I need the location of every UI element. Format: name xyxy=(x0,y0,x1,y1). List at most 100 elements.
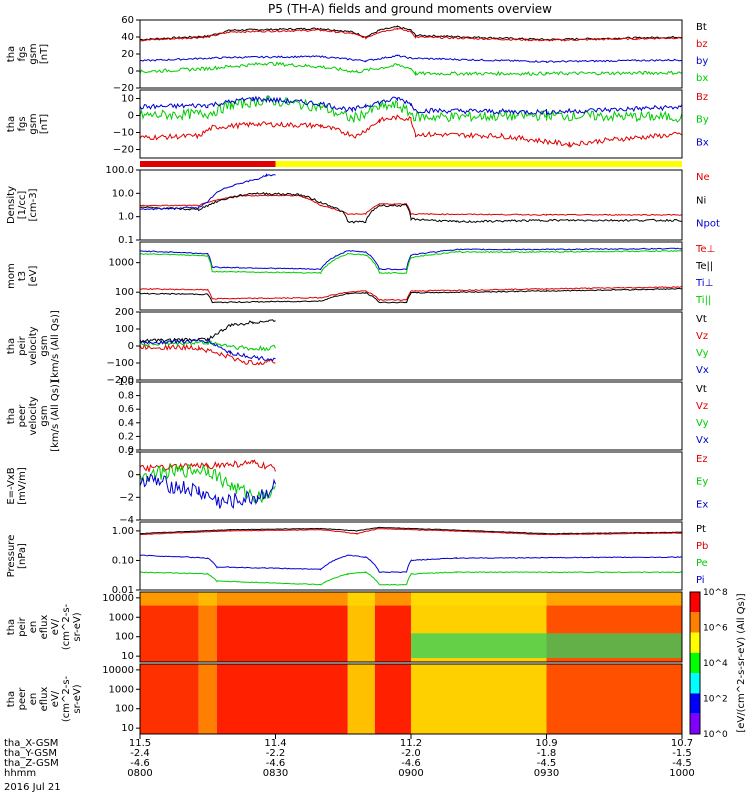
colorbar-tick-label: 10^4 xyxy=(703,659,728,669)
y-axis-label: velocity xyxy=(28,326,39,365)
heatmap-band xyxy=(216,664,348,734)
y-axis-label: [km/s (All Qs)] xyxy=(50,310,61,382)
y-axis-label: sr-eV) xyxy=(72,684,83,713)
panel-peer_velocity: 0.0 0.2 0.4 0.6 0.8 1.0 Vt Vz Vy Vx tha peer velocit… xyxy=(6,377,709,456)
y-axis-label: Density xyxy=(6,186,17,224)
legend-entry: Npot xyxy=(696,219,720,230)
series-line-bz xyxy=(139,27,683,42)
panel-peir_en_eflux: 10 100 1000 10000 tha peir en eflux eV/(cm^2-s-s… xyxy=(6,591,683,663)
status-bar xyxy=(140,161,682,167)
heatmap-band xyxy=(374,664,411,734)
legend-entry: Bz xyxy=(696,92,708,103)
x-tick-label: -4.6 xyxy=(266,758,286,769)
legend-entry: Vt xyxy=(696,384,707,395)
status-segment xyxy=(275,161,682,167)
legend-entry: Ey xyxy=(696,477,708,488)
colorbar-segment xyxy=(690,592,700,613)
y-axis-label: tha xyxy=(6,408,17,424)
y-tick-label: 100.0 xyxy=(105,165,134,176)
y-tick-label: 100 xyxy=(115,324,134,335)
y-axis-label: fgs xyxy=(17,46,28,61)
legend-entry: bz xyxy=(696,39,708,50)
x-row-label: hhmm xyxy=(4,768,36,779)
y-axis-label: [nT] xyxy=(39,44,50,64)
legend-entry: Bx xyxy=(696,137,709,148)
y-axis-label: E=-VxB xyxy=(6,467,17,504)
y-axis-label: eflux xyxy=(39,687,50,712)
y-tick-label: 1.0 xyxy=(118,377,134,388)
y-tick-label: 0.1 xyxy=(118,235,134,246)
x-tick-label: -4.6 xyxy=(130,758,150,769)
y-tick-label: 0.8 xyxy=(118,391,134,402)
series-line-Pt xyxy=(139,526,683,535)
y-tick-label: 0 xyxy=(128,66,134,77)
y-tick-label: 20 xyxy=(121,49,134,60)
legend-entry: Vz xyxy=(696,401,708,412)
y-tick-label: 100 xyxy=(115,287,134,298)
legend-entry: by xyxy=(696,56,708,67)
y-tick-label: 1.0 xyxy=(118,212,134,223)
heatmap-band xyxy=(198,592,217,662)
y-axis-label: eV/ xyxy=(50,618,61,635)
y-tick-label: 40 xyxy=(121,32,134,43)
y-axis-label: mom xyxy=(6,263,17,289)
y-axis-label: peer xyxy=(17,404,28,428)
x-tick-label: -2.4 xyxy=(130,748,150,759)
y-tick-label: 0 xyxy=(128,470,134,481)
panel-frame xyxy=(139,89,683,159)
heatmap-low-energy-band xyxy=(411,633,682,659)
series-line-Vz xyxy=(139,342,276,366)
series-line-bx xyxy=(139,61,683,77)
heatmap-band xyxy=(140,664,199,734)
x-tick-label: -4.5 xyxy=(537,758,557,769)
colorbar-tick-label: 10^6 xyxy=(703,624,728,634)
y-axis-label: [1/cc] xyxy=(17,191,28,220)
y-tick-label: −200 xyxy=(107,375,134,386)
x-tick-label: -4.5 xyxy=(672,758,692,769)
series-line-Ey xyxy=(139,464,276,504)
y-axis-label: [nPa] xyxy=(17,543,28,569)
panel-frame xyxy=(139,521,683,591)
heatmap-band xyxy=(411,664,547,734)
y-axis-label: t3 xyxy=(17,271,28,281)
legend-entry: Ti|| xyxy=(695,295,711,306)
x-tick-label: -1.8 xyxy=(537,748,557,759)
colorbar-tick-label: 10^8 xyxy=(703,588,728,598)
colorbar-segment xyxy=(690,693,700,714)
y-axis-label: peer xyxy=(17,687,28,711)
colorbar: 10^0 10^2 10^4 10^6 10^8 [eV/(cm^2-s-sr-eV) (… xyxy=(689,588,747,740)
y-axis-label: (cm^2-s- xyxy=(61,603,72,650)
heatmap-band xyxy=(347,664,375,734)
x-tick-label: -1.5 xyxy=(672,748,692,759)
x-axis: tha_X-GSM 11.5 11.4 11.2 10.9 10.7 tha_Y-GSM -2… xyxy=(4,734,695,779)
x-tick-label: 0900 xyxy=(398,768,423,779)
legend-entry: Bt xyxy=(696,22,707,33)
y-tick-label: 100 xyxy=(115,632,134,643)
y-axis-label: sr-eV) xyxy=(72,612,83,641)
y-tick-label: 0.6 xyxy=(118,404,134,415)
panel-frame xyxy=(139,591,683,663)
colorbar-segment xyxy=(690,652,700,674)
legend-entry: Ne xyxy=(696,172,710,183)
panel-frame xyxy=(139,451,683,521)
legend-entry: Vz xyxy=(696,331,708,342)
date-label: 2016 Jul 21 xyxy=(4,782,61,793)
panel-frame xyxy=(139,241,683,311)
panel-density: 0.1 1.0 10.0 100.0 Ne Ni Npot Density [1/cc] [cm-… xyxy=(6,165,720,246)
y-axis-label: [km/s (All Qs)] xyxy=(50,380,61,452)
x-tick-label: 11.5 xyxy=(129,738,151,749)
series-line-Te|| xyxy=(139,288,682,304)
series-line-Ti⊥ xyxy=(139,247,683,271)
colorbar-tick-label: 10^0 xyxy=(703,730,728,740)
x-row-label: tha_Z-GSM xyxy=(4,758,59,769)
y-axis-label: gsm xyxy=(39,335,50,356)
x-tick-label: 0800 xyxy=(127,768,152,779)
x-tick-label: -2.2 xyxy=(266,748,286,759)
series-line-Ni xyxy=(139,192,683,224)
y-tick-label: 1000 xyxy=(109,612,134,623)
y-tick-label: 0.01 xyxy=(112,585,134,596)
legend-entry: Vt xyxy=(696,314,707,325)
series-line-Vx xyxy=(139,337,276,362)
y-axis-label: tha xyxy=(6,46,17,62)
series-line-Pe xyxy=(139,571,683,586)
